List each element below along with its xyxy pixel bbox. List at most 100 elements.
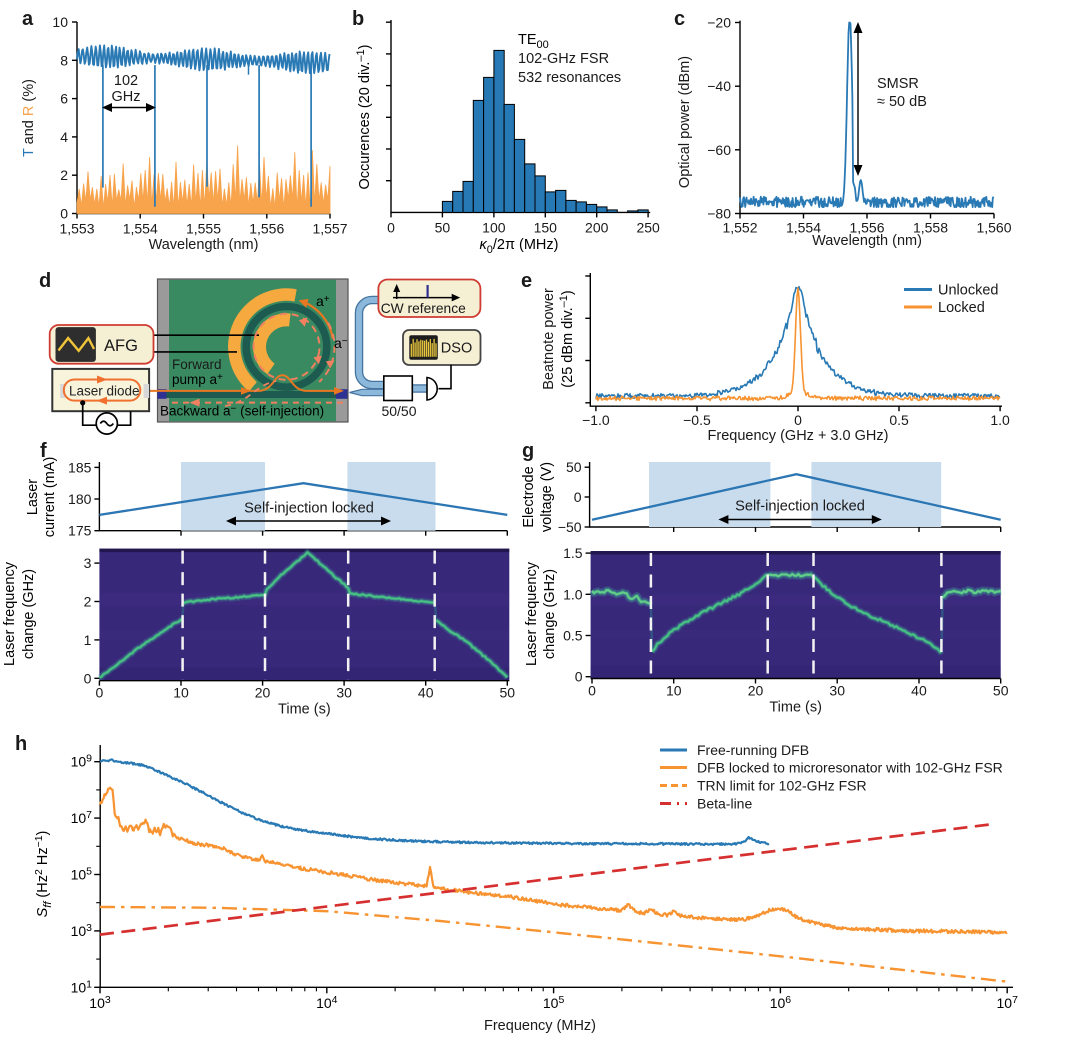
svg-text:20: 20	[748, 683, 764, 699]
svg-text:10: 10	[52, 14, 68, 30]
svg-text:voltage (V): voltage (V)	[539, 462, 555, 532]
svg-text:AFG: AFG	[104, 337, 138, 355]
svg-text:κ0/2π (MHz): κ0/2π (MHz)	[480, 237, 559, 256]
svg-text:Backward a− (self-injection): Backward a− (self-injection)	[160, 404, 324, 419]
svg-text:0: 0	[794, 412, 802, 428]
svg-text:c: c	[674, 8, 685, 30]
svg-text:GHz: GHz	[112, 89, 141, 105]
svg-text:SMSR: SMSR	[877, 76, 919, 92]
svg-text:10: 10	[173, 685, 189, 701]
svg-text:1,555: 1,555	[186, 221, 221, 237]
svg-text:0: 0	[387, 219, 395, 235]
svg-text:1,560: 1,560	[976, 220, 1011, 236]
svg-text:1.5: 1.5	[563, 545, 583, 561]
svg-text:Laser: Laser	[25, 479, 41, 515]
svg-text:50/50: 50/50	[381, 403, 416, 419]
svg-text:102-GHz FSR: 102-GHz FSR	[518, 51, 609, 67]
svg-text:CW reference: CW reference	[381, 301, 466, 316]
svg-text:Locked: Locked	[938, 300, 985, 316]
svg-text:−40: −40	[707, 78, 731, 94]
svg-text:DSO: DSO	[441, 341, 472, 357]
svg-text:TRN limit for 102-GHz FSR: TRN limit for 102-GHz FSR	[697, 778, 867, 794]
svg-text:1,556: 1,556	[849, 220, 884, 236]
svg-text:40: 40	[418, 685, 434, 701]
svg-text:1: 1	[84, 632, 92, 648]
svg-text:0: 0	[96, 685, 104, 701]
svg-text:200: 200	[585, 219, 609, 235]
svg-text:Frequency (GHz + 3.0 GHz): Frequency (GHz + 3.0 GHz)	[708, 428, 889, 444]
svg-text:0: 0	[588, 683, 596, 699]
svg-text:DFB locked to microresonator w: DFB locked to microresonator with 102-GH…	[697, 760, 1003, 776]
svg-text:Laser diode: Laser diode	[69, 384, 140, 399]
svg-text:Frequency (MHz): Frequency (MHz)	[484, 1018, 596, 1034]
svg-text:d: d	[39, 270, 51, 292]
svg-text:50: 50	[566, 459, 582, 475]
svg-text:a: a	[22, 8, 34, 30]
svg-text:10: 10	[666, 683, 682, 699]
svg-text:−60: −60	[707, 142, 731, 158]
svg-text:current (mA): current (mA)	[42, 457, 58, 538]
svg-text:40: 40	[911, 683, 927, 699]
svg-text:30: 30	[829, 683, 845, 699]
svg-text:Unlocked: Unlocked	[938, 283, 998, 299]
svg-text:0: 0	[574, 489, 582, 505]
svg-text:4: 4	[60, 129, 68, 145]
svg-text:Laser frequency: Laser frequency	[524, 561, 540, 666]
svg-text:0: 0	[60, 206, 68, 222]
svg-text:3: 3	[84, 555, 92, 571]
svg-text:Beatnote power: Beatnote power	[541, 288, 557, 390]
svg-text:pump a+: pump a+	[172, 372, 223, 387]
svg-text:Optical power (dBm): Optical power (dBm)	[677, 56, 693, 188]
svg-text:h: h	[15, 733, 27, 755]
svg-text:2: 2	[84, 594, 92, 610]
svg-text:Wavelength (nm): Wavelength (nm)	[812, 233, 922, 249]
svg-text:g: g	[522, 440, 534, 462]
svg-text:Self-injection locked: Self-injection locked	[244, 501, 374, 517]
svg-text:Forward: Forward	[172, 357, 222, 372]
svg-text:Laser frequency: Laser frequency	[2, 561, 18, 666]
svg-text:8: 8	[60, 52, 68, 68]
svg-text:change (GHz): change (GHz)	[542, 569, 558, 659]
svg-text:185: 185	[68, 459, 92, 475]
svg-text:Wavelength (nm): Wavelength (nm)	[149, 237, 259, 253]
svg-text:Sff (Hz2 Hz−1): Sff (Hz2 Hz−1)	[33, 831, 54, 918]
svg-text:1,554: 1,554	[786, 220, 821, 236]
svg-text:(25 dBm div.–1): (25 dBm div.–1)	[558, 290, 576, 387]
svg-text:50: 50	[435, 219, 451, 235]
svg-text:−20: −20	[707, 15, 731, 31]
svg-text:175: 175	[68, 523, 92, 539]
svg-text:Time (s): Time (s)	[769, 700, 822, 716]
svg-text:0.5: 0.5	[889, 412, 909, 428]
svg-text:50: 50	[500, 685, 516, 701]
svg-text:1,558: 1,558	[913, 220, 948, 236]
svg-text:1.0: 1.0	[990, 412, 1010, 428]
svg-text:Time (s): Time (s)	[278, 702, 331, 718]
svg-text:1,552: 1,552	[722, 220, 757, 236]
svg-text:6: 6	[60, 91, 68, 107]
svg-text:532 resonances: 532 resonances	[518, 70, 621, 86]
svg-text:f: f	[40, 440, 47, 462]
svg-text:−0.5: −0.5	[683, 412, 711, 428]
svg-text:Beta-line: Beta-line	[697, 796, 752, 812]
svg-text:50: 50	[993, 683, 1009, 699]
svg-text:1,553: 1,553	[59, 221, 94, 237]
svg-text:−1.0: −1.0	[582, 412, 610, 428]
svg-text:0: 0	[575, 669, 583, 685]
svg-text:Free-running DFB: Free-running DFB	[697, 742, 809, 758]
svg-text:1,556: 1,556	[249, 221, 284, 237]
svg-text:change (GHz): change (GHz)	[21, 569, 37, 659]
svg-text:0.5: 0.5	[563, 628, 583, 644]
svg-text:T and R (%): T and R (%)	[21, 79, 37, 157]
svg-text:1.0: 1.0	[563, 586, 583, 602]
svg-text:20: 20	[255, 685, 271, 701]
svg-text:102: 102	[114, 73, 138, 89]
svg-text:Electrode: Electrode	[521, 466, 537, 527]
svg-text:b: b	[352, 8, 364, 30]
svg-text:−80: −80	[707, 206, 731, 222]
svg-text:1,557: 1,557	[312, 221, 347, 237]
svg-text:Self-injection locked: Self-injection locked	[735, 499, 865, 515]
svg-text:−50: −50	[558, 519, 582, 535]
svg-text:30: 30	[336, 685, 352, 701]
svg-text:100: 100	[482, 219, 506, 235]
svg-text:180: 180	[68, 491, 92, 507]
